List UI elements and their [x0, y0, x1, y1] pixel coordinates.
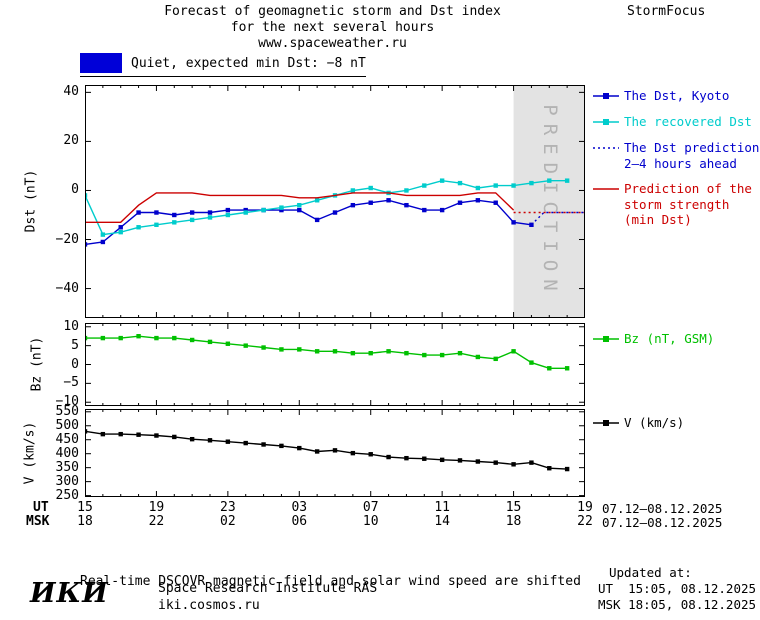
- y-tick-label: 10: [63, 318, 79, 334]
- x-tick-label: 18: [77, 514, 93, 529]
- x-tick-label: 03: [291, 500, 308, 515]
- y-tick-label: −40: [55, 280, 79, 296]
- brand-stormfocus: StormFocus: [627, 4, 706, 19]
- x-tick-label: 22: [577, 514, 593, 529]
- svg-text:PREDICTION: PREDICTION: [539, 104, 561, 298]
- y-tick-label: 450: [55, 431, 79, 447]
- iki-logo: ИКИ: [30, 578, 109, 609]
- title-line1: Forecast of geomagnetic storm and Dst in…: [164, 4, 501, 19]
- x-tick-label: 10: [362, 514, 379, 529]
- x-tick-label: 06: [291, 514, 308, 529]
- y-tick-label: 20: [63, 133, 79, 149]
- legend-marker-dst-prediction-icon: [593, 141, 619, 171]
- y-tick-label: −20: [55, 231, 79, 247]
- x-tick-label: 07: [362, 500, 379, 515]
- institute-site-link: iki.cosmos.ru: [158, 598, 260, 613]
- y-tick-label: 550: [55, 403, 79, 419]
- legend-marker-v-icon: [593, 416, 619, 433]
- x-tick-label: 22: [148, 514, 165, 529]
- x-tick-label: 18: [505, 514, 522, 529]
- institute-name: Space Research Institute RAS: [158, 581, 378, 596]
- y-tick-label: 350: [55, 459, 79, 475]
- note-line1: Real-time DSCOVR magnetic field and sola…: [80, 574, 581, 589]
- title-site-url: www.spaceweather.ru: [258, 36, 407, 51]
- y-tick-label: 400: [55, 445, 79, 461]
- v-axis-label: V (km/s): [22, 421, 38, 485]
- legend-label: Bz (nT, GSM): [624, 331, 715, 346]
- legend-marker-recovered-icon: [593, 115, 619, 132]
- y-tick-label: −10: [55, 394, 79, 410]
- propagation-note: Real-time DSCOVR magnetic field and sola…: [80, 539, 581, 620]
- x-tick-label: 14: [434, 514, 450, 529]
- x-tick-label: 02: [220, 514, 236, 529]
- legend-label: The recovered Dst: [624, 114, 752, 129]
- page-title: Forecast of geomagnetic storm and Dst in…: [80, 4, 585, 52]
- legend-label: 2—4 hours ahead: [624, 155, 737, 171]
- dst-chart-panel: PREDICTION 40 20 0 −20 −40: [56, 84, 585, 318]
- legend-label: (min Dst): [624, 212, 692, 227]
- title-line2: for the next several hours: [230, 20, 435, 35]
- y-tick-label: 250: [55, 487, 79, 503]
- bz-chart: [85, 323, 585, 406]
- legend-item-bz: Bz (nT, GSM): [593, 331, 714, 349]
- xaxis-msk-ticklabels: 18 22 02 06 10 14 18 22: [77, 514, 593, 530]
- legend-item-storm-strength: Prediction of the storm strength (min Ds…: [593, 181, 752, 228]
- legend-label: V (km/s): [624, 415, 685, 430]
- updated-at-label: Updated at:: [609, 565, 692, 580]
- updated-msk: MSK 18:05, 08.12.2025: [598, 597, 757, 612]
- status-color-box: [80, 53, 122, 73]
- x-tick-label: 23: [220, 500, 236, 515]
- bz-chart-panel: 10 5 0 −5 −10: [56, 319, 585, 409]
- updated-ut: UT 15:05, 08.12.2025: [598, 581, 757, 596]
- dst-chart: PREDICTION: [85, 85, 585, 318]
- y-tick-label: 300: [55, 473, 79, 489]
- legend-item-dst-prediction: The Dst prediction 2—4 hours ahead: [593, 140, 759, 171]
- legend-label: The Dst, Kyoto: [624, 88, 730, 103]
- msk-date-range: 07.12—08.12.2025: [602, 515, 723, 530]
- legend-item-dst-kyoto: The Dst, Kyoto: [593, 88, 729, 106]
- y-tick-label: 0: [71, 356, 79, 372]
- legend-label: storm strength: [624, 196, 730, 212]
- legend-marker-bz-icon: [593, 332, 619, 349]
- y-tick-label: −5: [63, 375, 79, 391]
- v-chart-panel: 550 500 450 400 350 300 250: [56, 404, 585, 503]
- legend-label: The Dst prediction: [624, 140, 760, 155]
- y-tick-label: 40: [63, 84, 79, 100]
- x-tick-label: 15: [505, 500, 522, 515]
- x-tick-label: 15: [77, 500, 93, 515]
- legend-marker-dst-kyoto-icon: [593, 89, 619, 106]
- dst-axis-label: Dst (nT): [23, 169, 39, 233]
- legend-marker-storm-strength-icon: [593, 182, 619, 228]
- status-label: Quiet, expected min Dst: −8 nT: [131, 55, 366, 71]
- xaxis-ut-ticklabels: 15 19 23 03 07 11 15 19: [77, 500, 593, 516]
- ut-axis-label: UT: [33, 500, 49, 515]
- x-tick-label: 19: [148, 500, 165, 515]
- legend-item-v: V (km/s): [593, 415, 684, 433]
- status-banner: Quiet, expected min Dst: −8 nT: [80, 53, 366, 77]
- x-tick-label: 19: [577, 500, 593, 515]
- y-tick-label: 500: [55, 417, 79, 433]
- x-tick-label: 11: [434, 500, 450, 515]
- legend-label: Prediction of the: [624, 181, 752, 196]
- msk-axis-label: MSK: [26, 514, 50, 529]
- ut-date-range: 07.12—08.12.2025: [602, 501, 723, 516]
- y-tick-label: 5: [71, 337, 79, 353]
- v-chart: [85, 409, 585, 497]
- legend-item-recovered: The recovered Dst: [593, 114, 752, 132]
- y-tick-label: 0: [71, 182, 79, 198]
